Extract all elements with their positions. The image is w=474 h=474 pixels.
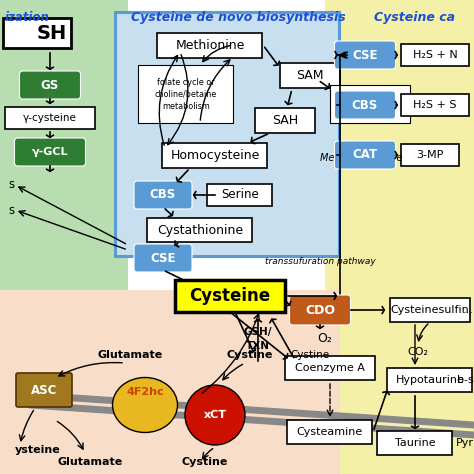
Text: Serine: Serine	[221, 189, 259, 201]
Text: CSE: CSE	[150, 252, 176, 264]
Text: Coenzyme A: Coenzyme A	[295, 363, 365, 373]
Text: TXN: TXN	[246, 341, 270, 351]
Text: SH: SH	[37, 24, 67, 43]
Text: Cystine: Cystine	[290, 350, 329, 360]
Bar	[157, 33, 263, 57]
Text: Cystine: Cystine	[182, 457, 228, 467]
Text: s: s	[8, 203, 14, 217]
Text: CDO: CDO	[305, 303, 335, 317]
Text: methylation: methylation	[345, 107, 395, 116]
Text: Cystathionine: Cystathionine	[157, 224, 243, 237]
Bar	[325, 0, 474, 290]
Bar	[116, 13, 339, 256]
Bar	[388, 368, 473, 392]
Bar	[5, 107, 95, 129]
Text: CBS: CBS	[150, 189, 176, 201]
Text: CO₂: CO₂	[408, 347, 428, 357]
FancyBboxPatch shape	[19, 71, 81, 99]
FancyBboxPatch shape	[16, 373, 72, 407]
Ellipse shape	[112, 377, 177, 432]
FancyBboxPatch shape	[335, 41, 395, 69]
Bar	[401, 144, 459, 166]
Bar	[0, 290, 330, 474]
Text: γ-cysteine: γ-cysteine	[23, 113, 77, 123]
Bar	[288, 420, 373, 444]
Text: xCT: xCT	[203, 410, 227, 420]
Text: Cysteine ca: Cysteine ca	[374, 11, 456, 24]
FancyBboxPatch shape	[335, 141, 395, 169]
Text: 4F2hc: 4F2hc	[126, 387, 164, 397]
Text: Cysteine: Cysteine	[190, 287, 271, 305]
Text: folate cycle or: folate cycle or	[157, 78, 215, 86]
Text: 3-MP: 3-MP	[416, 150, 444, 160]
Text: Cysteinesulfin: Cysteinesulfin	[391, 305, 469, 315]
Text: Hypotaurine: Hypotaurine	[396, 375, 465, 385]
Bar	[401, 44, 469, 66]
Text: Homocysteine: Homocysteine	[170, 148, 260, 162]
Bar	[147, 218, 253, 242]
Bar	[401, 94, 469, 116]
Text: SAH: SAH	[272, 113, 298, 127]
Bar	[0, 290, 340, 474]
Text: O₂: O₂	[318, 331, 332, 345]
Text: Cystine: Cystine	[227, 350, 273, 360]
Bar	[115, 12, 340, 257]
Bar	[138, 65, 233, 123]
Bar	[0, 290, 340, 474]
Text: Pyr: Pyr	[456, 438, 474, 448]
Bar	[255, 108, 315, 133]
Text: Methionine cycle: Methionine cycle	[320, 153, 402, 163]
Bar	[280, 63, 340, 88]
Text: γ-GCL: γ-GCL	[32, 147, 68, 157]
FancyBboxPatch shape	[290, 295, 350, 325]
Text: ...: ...	[463, 305, 474, 315]
FancyBboxPatch shape	[15, 138, 85, 166]
Text: Glutamate: Glutamate	[97, 350, 163, 360]
Bar	[3, 18, 71, 48]
FancyBboxPatch shape	[134, 181, 192, 209]
Bar	[377, 431, 453, 455]
Text: ASC: ASC	[31, 383, 57, 396]
Bar	[208, 184, 273, 206]
Text: CSE: CSE	[352, 48, 378, 62]
Text: DNA/Protein: DNA/Protein	[345, 92, 396, 101]
Bar	[0, 0, 128, 290]
Bar	[390, 298, 470, 322]
FancyBboxPatch shape	[335, 91, 395, 119]
Text: Methionine: Methionine	[175, 38, 245, 52]
Text: SAM: SAM	[296, 69, 324, 82]
Bar	[285, 356, 375, 380]
Bar	[330, 85, 410, 123]
Text: CBS: CBS	[352, 99, 378, 111]
Text: b-s: b-s	[457, 375, 474, 385]
Text: H₂S + N: H₂S + N	[413, 50, 457, 60]
Bar	[175, 280, 285, 312]
FancyBboxPatch shape	[134, 244, 192, 272]
Text: choline/betaine: choline/betaine	[155, 90, 217, 99]
Bar	[163, 143, 267, 167]
Text: s: s	[8, 179, 14, 191]
Text: Cysteine de novo biosynthesis: Cysteine de novo biosynthesis	[131, 11, 346, 24]
Bar	[325, 290, 474, 474]
Text: ysteine: ysteine	[15, 445, 61, 455]
Text: metabolism: metabolism	[162, 101, 210, 110]
Text: Taurine: Taurine	[395, 438, 435, 448]
Text: Cysteamine: Cysteamine	[297, 427, 363, 437]
Text: H₂S + S: H₂S + S	[413, 100, 457, 110]
Text: CAT: CAT	[353, 148, 378, 162]
Text: GS: GS	[41, 79, 59, 91]
Text: GSH/: GSH/	[244, 327, 272, 337]
Text: xCT: xCT	[203, 409, 227, 421]
Text: transsufuration pathway: transsufuration pathway	[265, 256, 376, 265]
Ellipse shape	[185, 385, 245, 445]
Text: Glutamate: Glutamate	[57, 457, 123, 467]
Text: ization: ization	[5, 11, 50, 24]
